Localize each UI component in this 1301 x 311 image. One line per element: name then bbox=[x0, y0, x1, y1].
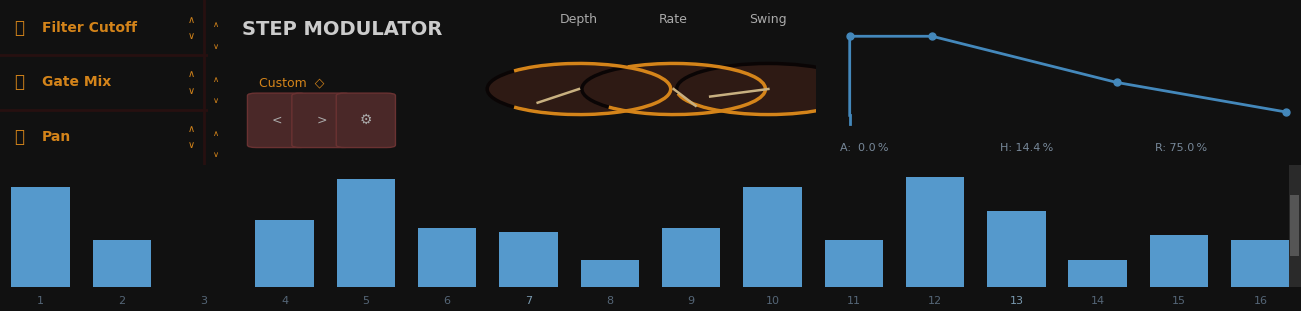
Bar bbox=[905, 177, 964, 287]
Text: ∨: ∨ bbox=[187, 31, 195, 41]
Bar bbox=[987, 211, 1046, 287]
Bar bbox=[1231, 240, 1289, 287]
Bar bbox=[580, 260, 639, 287]
Text: ∨: ∨ bbox=[213, 42, 219, 51]
Text: 2: 2 bbox=[118, 296, 125, 306]
Bar bbox=[743, 187, 801, 287]
Text: ∧: ∧ bbox=[213, 75, 219, 84]
Text: 5: 5 bbox=[363, 296, 369, 306]
Text: STEP MODULATOR: STEP MODULATOR bbox=[242, 20, 442, 39]
Text: 11: 11 bbox=[847, 296, 861, 306]
Bar bbox=[255, 220, 314, 287]
Text: ∨: ∨ bbox=[213, 96, 219, 105]
Text: 7: 7 bbox=[526, 296, 532, 306]
Bar bbox=[418, 228, 476, 287]
Text: <: < bbox=[272, 114, 282, 127]
Text: 8: 8 bbox=[606, 296, 613, 306]
Text: 1: 1 bbox=[38, 296, 44, 306]
Text: Custom  ◇: Custom ◇ bbox=[259, 76, 325, 89]
Text: 3: 3 bbox=[200, 296, 207, 306]
Text: 6: 6 bbox=[444, 296, 450, 306]
Text: ∧: ∧ bbox=[213, 20, 219, 29]
Text: ∨: ∨ bbox=[187, 86, 195, 96]
FancyBboxPatch shape bbox=[291, 93, 351, 147]
Text: ∨: ∨ bbox=[213, 151, 219, 160]
Text: 9: 9 bbox=[688, 296, 695, 306]
Text: ⏻: ⏻ bbox=[14, 73, 23, 91]
Bar bbox=[500, 232, 558, 287]
Text: ⏻: ⏻ bbox=[14, 128, 23, 146]
Bar bbox=[1068, 260, 1127, 287]
Text: 14: 14 bbox=[1090, 296, 1105, 306]
Circle shape bbox=[487, 63, 671, 114]
Bar bbox=[12, 187, 70, 287]
Text: Pan: Pan bbox=[42, 130, 70, 144]
Circle shape bbox=[677, 63, 860, 114]
Text: ⏻: ⏻ bbox=[14, 19, 23, 37]
Text: 13: 13 bbox=[1010, 296, 1024, 306]
Text: Gate Mix: Gate Mix bbox=[42, 75, 111, 90]
Text: ∨: ∨ bbox=[187, 140, 195, 150]
Text: ∧: ∧ bbox=[213, 129, 219, 138]
Text: 12: 12 bbox=[928, 296, 942, 306]
Bar bbox=[1150, 235, 1209, 287]
FancyBboxPatch shape bbox=[336, 93, 396, 147]
Circle shape bbox=[582, 63, 765, 114]
Text: 4: 4 bbox=[281, 296, 288, 306]
Text: Filter Cutoff: Filter Cutoff bbox=[42, 21, 137, 35]
Text: Depth: Depth bbox=[559, 13, 598, 26]
Bar bbox=[825, 240, 883, 287]
Text: 16: 16 bbox=[1253, 296, 1267, 306]
Bar bbox=[1291, 195, 1300, 256]
Text: ∧: ∧ bbox=[187, 123, 195, 133]
Text: 10: 10 bbox=[765, 296, 779, 306]
Text: A:  0.0 %: A: 0.0 % bbox=[840, 143, 889, 153]
Text: ∧: ∧ bbox=[187, 15, 195, 25]
Text: R: 75.0 %: R: 75.0 % bbox=[1155, 143, 1207, 153]
Text: ∧: ∧ bbox=[187, 69, 195, 79]
Text: Rate: Rate bbox=[660, 13, 688, 26]
Text: >: > bbox=[316, 114, 327, 127]
Bar bbox=[662, 228, 721, 287]
Bar bbox=[1289, 165, 1301, 287]
Bar bbox=[337, 179, 396, 287]
Text: ⚙: ⚙ bbox=[359, 113, 372, 127]
FancyBboxPatch shape bbox=[247, 93, 307, 147]
Text: Swing: Swing bbox=[749, 13, 787, 26]
Text: 15: 15 bbox=[1172, 296, 1187, 306]
Bar bbox=[92, 240, 151, 287]
Text: H: 14.4 %: H: 14.4 % bbox=[1000, 143, 1054, 153]
